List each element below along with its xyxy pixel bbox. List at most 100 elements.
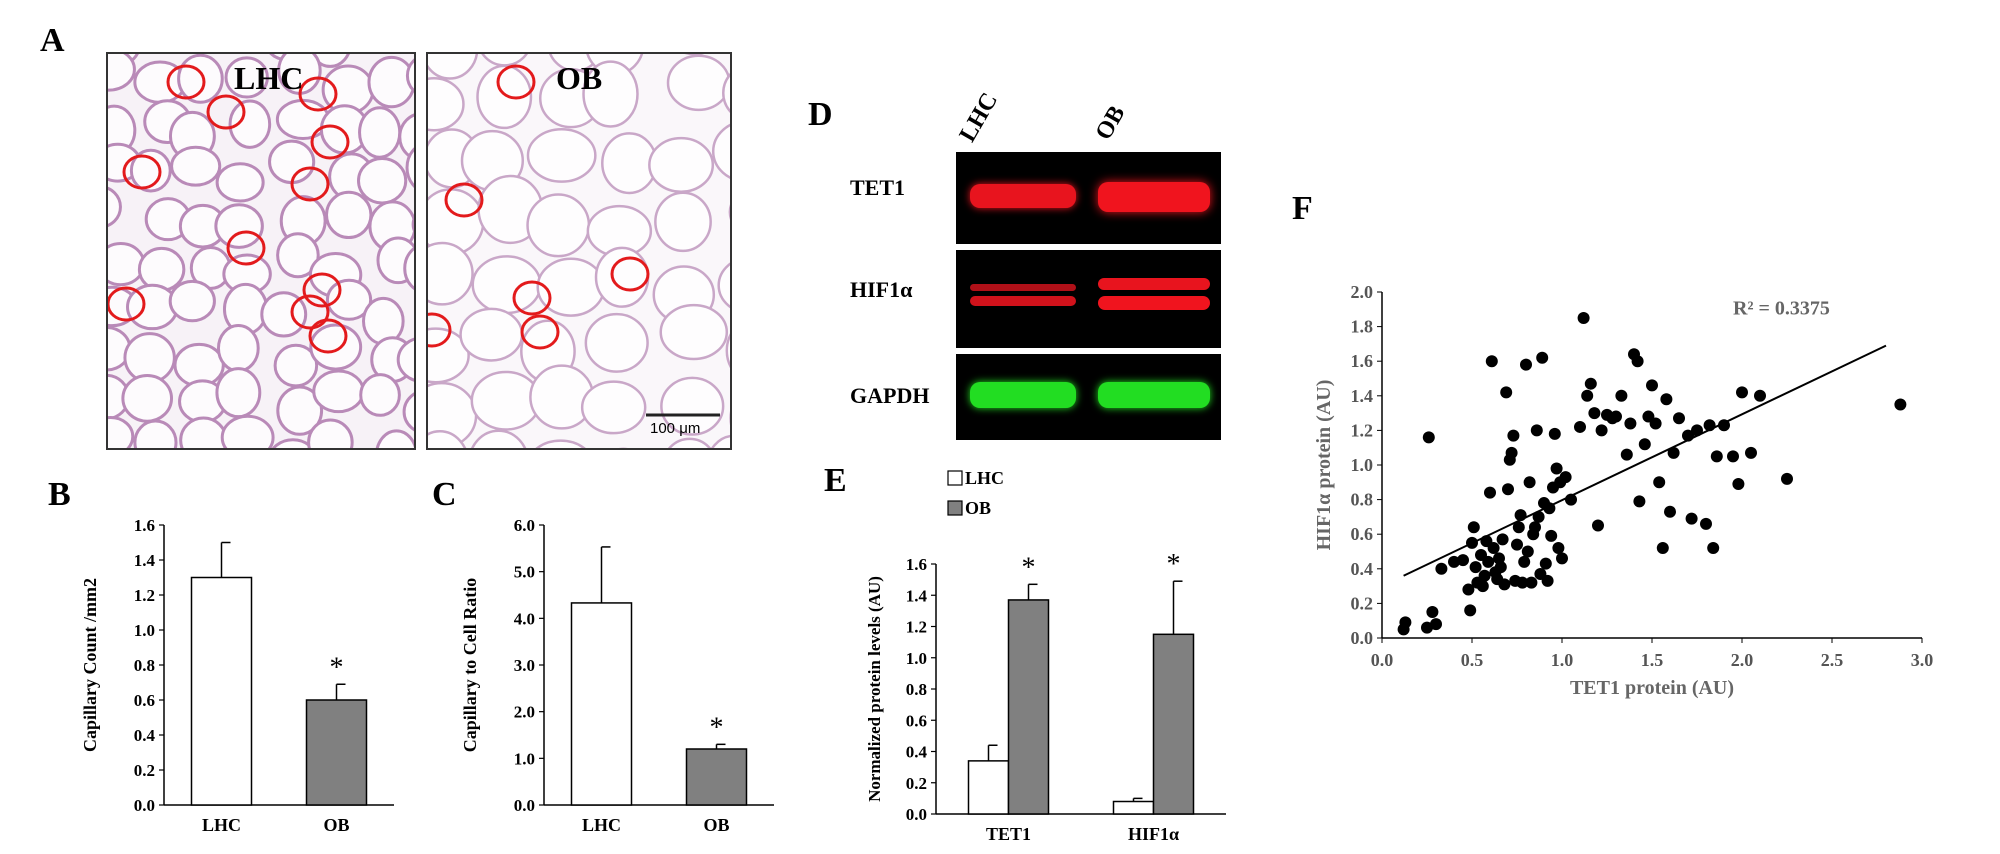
capillary-marker-circle: [310, 124, 350, 160]
y-tick-label: 1.8: [1351, 317, 1374, 337]
legend-swatch: [947, 470, 963, 486]
adipocyte-cell: [428, 54, 479, 80]
scatter-point: [1550, 462, 1563, 475]
adipocyte-cell: [725, 333, 730, 368]
tissue-title-lhc: LHC: [234, 60, 304, 96]
adipocyte-cell: [471, 429, 527, 448]
scatter-point: [1457, 554, 1469, 567]
adipocyte-cell: [526, 193, 591, 258]
y-tick-label: 0.8: [1351, 490, 1374, 510]
y-tick-label: 1.6: [1351, 351, 1374, 371]
scatter-point: [1633, 495, 1646, 508]
y-tick-label: 0.4: [906, 743, 928, 762]
adipocyte-cell: [276, 385, 324, 436]
significance-star: *: [1022, 552, 1036, 583]
adipocyte-cell: [215, 162, 265, 203]
y-tick-label: 5.0: [514, 563, 535, 582]
y-tick-label: 0.2: [134, 761, 155, 780]
scatter-point: [1548, 427, 1561, 440]
legend-swatch: [947, 500, 963, 516]
scatter-point: [1631, 355, 1644, 368]
band-gapdh-ob: [1098, 382, 1210, 408]
y-tick-label: 0.2: [1351, 593, 1374, 613]
adipocyte-cell: [666, 54, 730, 112]
scatter-point: [1430, 618, 1442, 631]
capillary-marker-circle: [290, 166, 330, 202]
adipocyte-cell: [133, 419, 178, 448]
scatter-point: [1610, 410, 1622, 423]
scale-bar-label: 100 μm: [650, 420, 701, 437]
scatter-point: [1754, 389, 1766, 402]
scatter-point: [1487, 542, 1500, 555]
adipocyte-cell: [403, 246, 414, 291]
scatter-point: [1518, 555, 1531, 568]
adipocyte-cell: [325, 278, 373, 321]
scatter-point: [1664, 505, 1676, 518]
scatter-point: [1500, 386, 1513, 399]
band-hif1a-ob-upper: [1098, 278, 1210, 290]
adipocyte-cell: [428, 327, 470, 384]
adipocyte-cell: [582, 60, 639, 128]
adipocyte-cell: [177, 54, 224, 104]
x-tick-label: LHC: [582, 815, 621, 835]
y-tick-label: 0.0: [134, 796, 155, 815]
y-tick-label: 1.6: [134, 516, 155, 535]
adipocyte-cell: [224, 56, 269, 99]
adipocyte-cell: [276, 232, 320, 279]
blot-row-label-gapdh: GAPDH: [850, 383, 930, 408]
scatter-point: [1539, 557, 1552, 570]
scatter-point: [1577, 311, 1590, 324]
scatter-point: [1507, 429, 1520, 442]
scatter-point: [1559, 471, 1572, 484]
scatter-point: [1624, 417, 1637, 430]
panel-label-d: D: [808, 96, 833, 133]
scatter-point: [1649, 417, 1662, 430]
scatter-point: [1732, 478, 1745, 491]
x-tick-label: 2.0: [1731, 650, 1754, 670]
significance-star: *: [330, 652, 344, 683]
scatter-point: [1552, 542, 1565, 555]
y-tick-label: 2.0: [1351, 282, 1374, 302]
bar: [967, 760, 1010, 815]
x-tick-label: OB: [703, 815, 729, 835]
scatter-point: [1523, 476, 1536, 489]
bar: [685, 748, 748, 806]
adipocyte-cell: [375, 429, 414, 448]
y-tick-label: 0.2: [906, 774, 927, 793]
x-axis-label: TET1 protein (AU): [1570, 677, 1734, 699]
bar: [1152, 633, 1195, 815]
scatter-point: [1478, 569, 1491, 582]
r-squared-annotation: R² = 0.3375: [1733, 297, 1830, 319]
panel-label-b: B: [48, 476, 71, 513]
scatter-point: [1516, 576, 1529, 589]
adipocyte-cell: [648, 136, 715, 193]
adipocyte-cell: [580, 380, 647, 435]
band-tet1-ob: [1098, 182, 1210, 212]
scatter-point: [1685, 512, 1698, 525]
x-tick-label: HIF1α: [1128, 824, 1179, 844]
capillary-marker-circle: [610, 256, 650, 292]
scatter-point: [1485, 355, 1498, 368]
adipocyte-cell: [168, 279, 216, 323]
adipocyte-cell: [309, 323, 363, 371]
adipocyte-cell: [325, 190, 373, 240]
adipocyte-cell: [717, 262, 730, 309]
scatter-point: [1448, 555, 1460, 568]
scatter-point: [1781, 472, 1793, 485]
scatter-point: [1667, 446, 1680, 459]
scatter-point: [1638, 438, 1651, 451]
scatter-point: [1469, 561, 1482, 574]
adipocyte-cell: [179, 416, 228, 448]
scatter-point: [1536, 351, 1549, 364]
bar-chart-normalized-protein: 0.0 0.2 0.4 0.6 0.8 1.0 1.2 1.4 1.6 Normalized pr…: [865, 468, 1226, 844]
y-tick-label: 0.0: [514, 796, 535, 815]
panel-label-c: C: [432, 476, 457, 513]
y-tick-label: 3.0: [514, 656, 535, 675]
adipocyte-cell: [660, 376, 725, 436]
scatter-point: [1422, 431, 1435, 444]
y-tick-label: 1.0: [906, 649, 927, 668]
adipocyte-cell: [722, 72, 730, 113]
adipocyte-cell: [402, 392, 414, 432]
scatter-point: [1556, 552, 1568, 565]
y-tick-label: 0.6: [134, 691, 155, 710]
